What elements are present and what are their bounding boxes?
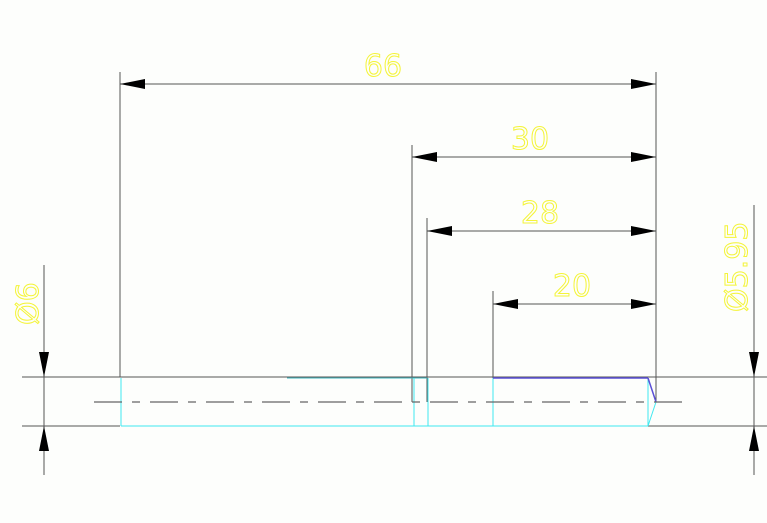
dim-text-30: 30 [511,122,549,157]
dim-text-66: 66 [364,49,402,84]
dim-text-diameter-6: Ø6 [11,282,46,325]
extension-lines [22,72,767,427]
dim-text-28: 28 [521,196,559,231]
left-diameter-dimension: Ø6 [11,265,49,475]
dim-text-20: 20 [553,269,591,304]
right-diameter-dimension: Ø5.95 [720,205,759,475]
dim-text-diameter-5-95: Ø5.95 [720,222,755,312]
shaft-outline [120,377,657,427]
